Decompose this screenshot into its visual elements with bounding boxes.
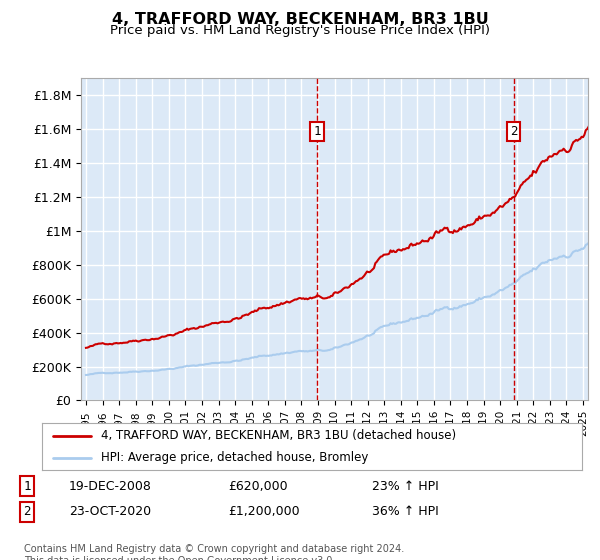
Text: 2: 2 bbox=[23, 505, 31, 519]
Text: Price paid vs. HM Land Registry's House Price Index (HPI): Price paid vs. HM Land Registry's House … bbox=[110, 24, 490, 37]
Text: 1: 1 bbox=[314, 125, 321, 138]
Text: £620,000: £620,000 bbox=[228, 480, 287, 493]
Text: 4, TRAFFORD WAY, BECKENHAM, BR3 1BU: 4, TRAFFORD WAY, BECKENHAM, BR3 1BU bbox=[112, 12, 488, 27]
Text: 1: 1 bbox=[23, 480, 31, 493]
Text: 4, TRAFFORD WAY, BECKENHAM, BR3 1BU (detached house): 4, TRAFFORD WAY, BECKENHAM, BR3 1BU (det… bbox=[101, 429, 457, 442]
Text: £1,200,000: £1,200,000 bbox=[228, 505, 299, 519]
Text: HPI: Average price, detached house, Bromley: HPI: Average price, detached house, Brom… bbox=[101, 451, 369, 464]
Text: 23% ↑ HPI: 23% ↑ HPI bbox=[372, 480, 439, 493]
Text: 19-DEC-2008: 19-DEC-2008 bbox=[69, 480, 152, 493]
Text: Contains HM Land Registry data © Crown copyright and database right 2024.
This d: Contains HM Land Registry data © Crown c… bbox=[24, 544, 404, 560]
Text: 23-OCT-2020: 23-OCT-2020 bbox=[69, 505, 151, 519]
Text: 2: 2 bbox=[510, 125, 517, 138]
Text: 36% ↑ HPI: 36% ↑ HPI bbox=[372, 505, 439, 519]
